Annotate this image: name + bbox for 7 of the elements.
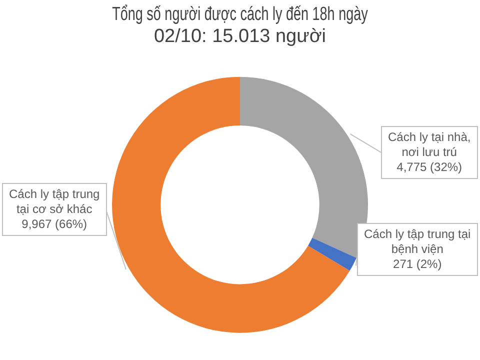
- data-label: 4,775 (32%): [396, 160, 462, 174]
- data-label: 271 (2%): [393, 257, 442, 272]
- slice-label: Cách ly tập trung tại bệnh viện: [364, 227, 471, 256]
- chart-title: Tổng số người được cách ly đến 18h ngày 02/10: 15.013 người: [112, 4, 368, 48]
- slice-label: Cách ly tập trung tại cơ sở khác: [9, 187, 100, 216]
- data-label: 9,967 (66%): [22, 217, 88, 232]
- slice-label: Cách ly tại nhà, nơi lưu trú: [388, 130, 471, 160]
